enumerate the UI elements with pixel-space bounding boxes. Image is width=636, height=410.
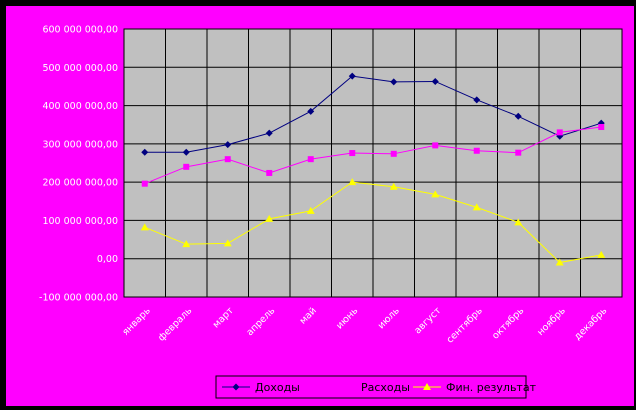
series-line xyxy=(144,181,602,264)
y-tick-label: 600 000 000,00 xyxy=(42,25,118,36)
y-tick-label: -100 000 000,00 xyxy=(39,293,118,304)
data-point xyxy=(265,214,274,222)
data-point xyxy=(556,129,563,136)
data-point xyxy=(183,163,190,170)
series-line xyxy=(144,126,602,185)
gridlines xyxy=(123,28,623,298)
series-group xyxy=(141,124,605,187)
y-tick-label: 500 000 000,00 xyxy=(42,63,118,74)
data-point xyxy=(514,218,523,226)
data-point xyxy=(390,150,397,157)
data-point xyxy=(598,124,605,131)
data-point xyxy=(306,206,315,214)
data-point xyxy=(182,240,191,248)
data-point xyxy=(349,150,356,157)
data-point xyxy=(141,148,149,156)
data-point xyxy=(473,147,480,154)
y-tick-label: 400 000 000,00 xyxy=(42,101,118,112)
y-axis-tick-labels: -100 000 000,00 0,00 100 000 000,00 200 000… xyxy=(39,25,118,304)
series-lines xyxy=(140,72,606,266)
y-tick-label: 100 000 000,00 xyxy=(42,216,118,227)
data-point xyxy=(265,129,273,137)
data-point xyxy=(140,223,149,231)
legend-box xyxy=(215,375,527,399)
data-point xyxy=(473,96,481,104)
chart-area: -100 000 000,00 0,00 100 000 000,00 200 000… xyxy=(6,6,634,406)
line-chart: -100 000 000,00 0,00 100 000 000,00 200 000… xyxy=(6,6,634,406)
legend-label: Доходы xyxy=(255,381,300,394)
data-point xyxy=(348,178,357,186)
data-point xyxy=(432,142,439,149)
data-point xyxy=(389,182,398,190)
data-point xyxy=(423,383,431,390)
data-point xyxy=(472,203,481,211)
data-point xyxy=(597,250,606,258)
data-point xyxy=(223,239,232,247)
legend: Доходы Расходы Фин. результат xyxy=(215,375,537,399)
data-point xyxy=(224,141,232,149)
data-point xyxy=(431,190,440,198)
data-point xyxy=(431,77,439,85)
series-group xyxy=(140,178,606,266)
legend-item: Расходы xyxy=(328,381,410,394)
y-tick-label: 300 000 000,00 xyxy=(42,139,118,150)
data-point xyxy=(390,78,398,86)
data-point xyxy=(339,384,345,390)
legend-label: Расходы xyxy=(361,381,410,394)
data-point xyxy=(307,107,315,115)
legend-label: Фин. результат xyxy=(446,381,537,394)
data-point xyxy=(348,72,356,80)
y-tick-label: 0,00 xyxy=(97,254,118,265)
data-point xyxy=(514,112,522,120)
data-point xyxy=(555,258,564,266)
data-point xyxy=(224,156,231,163)
data-point xyxy=(182,148,190,156)
data-point xyxy=(266,169,273,176)
legend-item: Доходы xyxy=(222,381,300,394)
data-point xyxy=(141,180,148,187)
legend-item: Фин. результат xyxy=(413,381,537,394)
data-point xyxy=(232,383,240,391)
series-line xyxy=(144,75,602,153)
data-point xyxy=(307,156,314,163)
y-tick-label: 200 000 000,00 xyxy=(42,178,118,189)
data-point xyxy=(515,149,522,156)
